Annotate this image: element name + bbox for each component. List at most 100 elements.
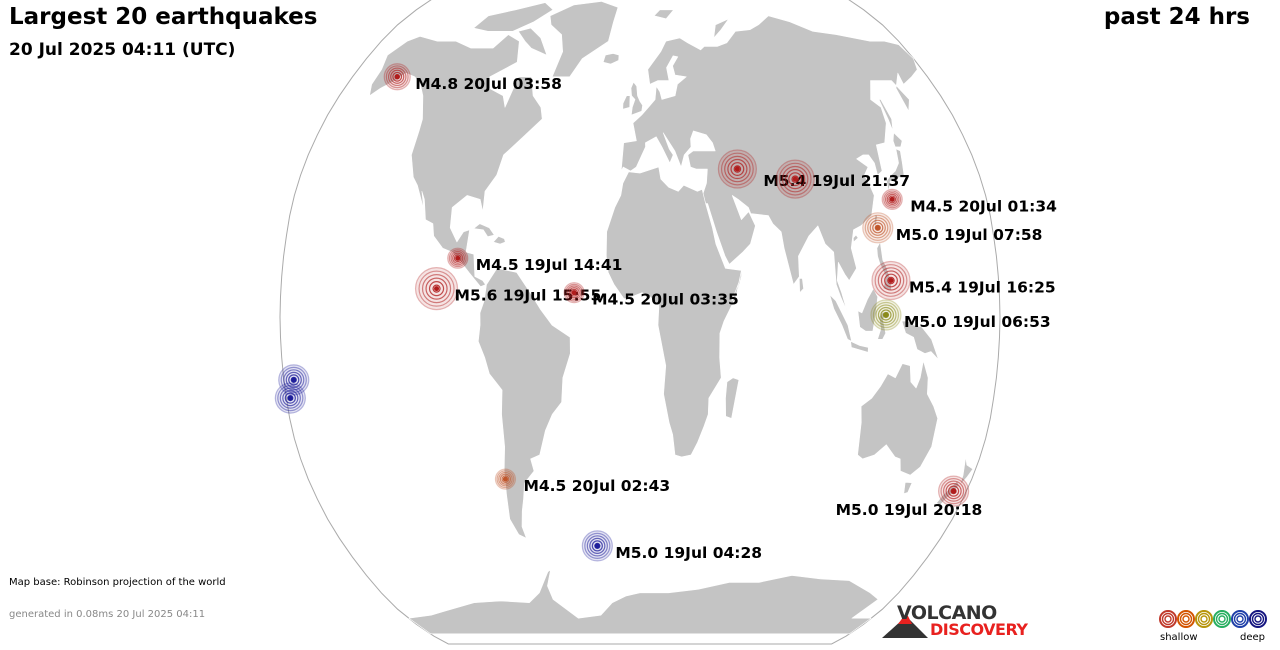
legend-ring-depth-3 xyxy=(1213,610,1231,628)
earthquake-marker-q12[interactable] xyxy=(581,530,613,562)
legend-ring-depth-0 xyxy=(1159,610,1177,628)
legend-ring-depth-2 xyxy=(1195,610,1213,628)
landmass-ireland xyxy=(622,95,631,110)
volcano-icon xyxy=(882,616,928,638)
quake-ring xyxy=(450,250,466,266)
quake-ring xyxy=(565,283,584,302)
quake-ring xyxy=(448,249,467,268)
quake-ring xyxy=(730,162,745,176)
earthquake-label-q6: M5.4 19Jul 16:25 xyxy=(909,279,1056,297)
time-period: past 24 hrs xyxy=(1103,4,1250,30)
quake-ring xyxy=(872,222,884,234)
quake-ring xyxy=(778,162,812,196)
earthquake-marker-q2[interactable] xyxy=(717,149,757,189)
earthquake-marker-q4[interactable] xyxy=(881,188,903,211)
quake-ring xyxy=(499,473,512,485)
quake-ring xyxy=(870,299,902,331)
earthquake-marker-q3[interactable] xyxy=(775,159,815,199)
legend-shallow-label: shallow xyxy=(1160,632,1198,643)
quake-ring xyxy=(886,193,898,206)
earthquake-marker-q7[interactable] xyxy=(870,299,902,331)
earthquake-marker-q9[interactable] xyxy=(414,267,459,311)
legend-ring-depth-5 xyxy=(1254,615,1262,623)
depth-legend: shallow deep xyxy=(1158,606,1270,646)
quake-ring xyxy=(421,274,452,304)
quake-ring xyxy=(563,282,585,304)
earthquake-marker-q1[interactable] xyxy=(383,63,411,91)
earthquake-marker-q6[interactable] xyxy=(871,260,911,301)
earthquake-label-q13: M5.0 19Jul 20:18 xyxy=(836,501,983,519)
landmass-hispaniola xyxy=(493,236,506,245)
earthquake-label-q2: M5.4 19Jul 21:37 xyxy=(763,172,910,190)
quake-ring xyxy=(589,537,606,554)
quake-ring xyxy=(280,366,307,393)
quake-ring xyxy=(877,267,905,294)
earthquake-marker-q13[interactable] xyxy=(938,475,970,507)
landmass-south-america xyxy=(478,268,571,539)
quake-ring xyxy=(385,65,409,89)
landmass-australia xyxy=(857,360,938,476)
legend-ring-depth-0 xyxy=(1161,612,1175,626)
quake-epicenter-dot xyxy=(287,395,293,401)
logo-text-discovery: DISCOVERY xyxy=(930,620,1028,639)
legend-ring-depth-5 xyxy=(1249,610,1267,628)
quake-ring xyxy=(877,306,895,324)
earthquake-marker-q11[interactable] xyxy=(494,468,517,490)
landmass-sumatra xyxy=(829,294,852,342)
landmass-philippines xyxy=(876,241,892,291)
quake-ring xyxy=(566,285,582,300)
quake-ring xyxy=(887,276,895,285)
quake-ring xyxy=(938,475,970,507)
landmass-borneo xyxy=(857,288,878,332)
quake-ring xyxy=(940,478,967,505)
landmass-new-zealand-north xyxy=(959,456,974,486)
quake-epicenter-dot xyxy=(951,488,957,494)
legend-ring-depth-3 xyxy=(1218,615,1226,623)
landmass-sakhalin xyxy=(878,99,894,132)
map-timestamp: 20 Jul 2025 04:11 (UTC) xyxy=(9,40,236,60)
landmass-great-britain xyxy=(630,81,643,116)
landmass-antarctica xyxy=(408,569,879,635)
quake-ring xyxy=(581,530,613,562)
quake-ring xyxy=(872,301,900,329)
quake-ring xyxy=(724,155,751,183)
landmass-japan xyxy=(886,148,905,192)
quake-ring xyxy=(586,535,608,557)
earthquake-marker-q8[interactable] xyxy=(447,247,469,269)
landmass-iceland xyxy=(602,53,620,65)
quake-ring xyxy=(733,165,742,173)
quake-ring xyxy=(498,471,513,487)
quake-ring xyxy=(428,281,445,297)
quake-ring xyxy=(496,470,515,489)
quake-ring xyxy=(862,212,894,244)
logo-text-volcano: VOLCANO xyxy=(897,602,997,624)
landmass-eurasia xyxy=(620,15,918,312)
legend-deep-label: deep xyxy=(1240,632,1265,643)
earthquake-marker-q10[interactable] xyxy=(563,282,585,304)
quake-ring xyxy=(568,287,580,299)
quake-ring xyxy=(785,169,806,190)
earthquake-marker-q5[interactable] xyxy=(862,212,894,244)
quake-ring xyxy=(414,267,459,311)
quake-ring xyxy=(383,63,411,91)
earthquake-label-q1: M4.8 20Jul 03:58 xyxy=(415,75,562,93)
quake-ring xyxy=(288,374,300,386)
quake-ring xyxy=(884,192,900,207)
legend-ring-depth-1 xyxy=(1177,610,1195,628)
volcanodiscovery-logo[interactable]: VOLCANO DISCOVERY xyxy=(880,602,1040,642)
quake-epicenter-dot xyxy=(792,176,798,182)
quake-ring xyxy=(720,152,754,186)
quake-ring xyxy=(880,270,902,291)
earthquake-marker-q15[interactable] xyxy=(274,382,306,414)
quake-ring xyxy=(418,270,455,307)
quake-ring xyxy=(494,468,517,490)
quake-epicenter-dot xyxy=(889,196,895,202)
quake-ring xyxy=(584,532,611,559)
legend-ring-depth-4 xyxy=(1236,615,1244,623)
earthquake-label-q9: M5.6 19Jul 15:55 xyxy=(455,287,602,305)
quake-ring xyxy=(392,71,403,82)
earthquake-label-q7: M5.0 19Jul 06:53 xyxy=(904,313,1051,331)
legend-ring-depth-0 xyxy=(1164,615,1172,623)
